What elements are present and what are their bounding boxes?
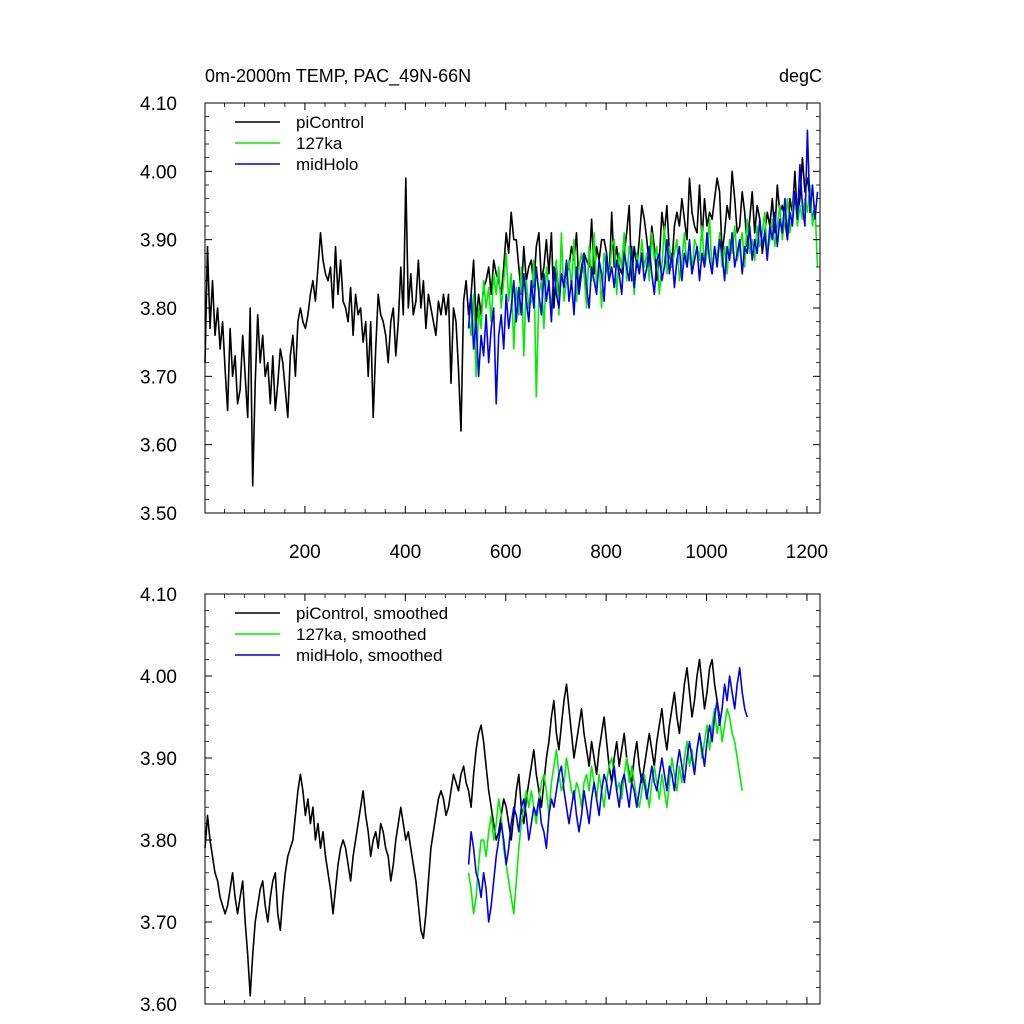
y-tick-label: 4.10 — [140, 94, 177, 115]
y-tick-label: 4.10 — [140, 585, 177, 606]
series-line-picontrol-smoothed — [204, 658, 721, 997]
y-tick-label: 3.50 — [140, 504, 177, 525]
legend-label: piControl, smoothed — [296, 604, 448, 623]
series-line-127ka — [467, 184, 819, 398]
legend-label: 127ka, smoothed — [296, 625, 426, 644]
y-tick-label: 3.80 — [140, 831, 177, 852]
y-tick-label: 4.00 — [140, 162, 177, 183]
top-title-right: degC — [779, 66, 822, 86]
y-tick-label: 3.70 — [140, 367, 177, 388]
y-tick-label: 3.60 — [140, 436, 177, 457]
legend-label: 127ka — [296, 134, 343, 153]
series-line-picontrol — [204, 156, 816, 487]
series-line-midholo-smoothed — [467, 666, 748, 923]
series-line-midholo — [467, 129, 819, 405]
x-tick-label: 400 — [389, 542, 421, 563]
bottom-plot-lines — [204, 658, 748, 997]
x-tick-label: 200 — [289, 542, 321, 563]
legend-label: midHolo, smoothed — [296, 646, 442, 665]
y-tick-label: 3.60 — [140, 995, 177, 1016]
top-title-left: 0m-2000m TEMP, PAC_49N-66N — [205, 66, 471, 87]
y-tick-label: 4.00 — [140, 667, 177, 688]
x-tick-label: 1200 — [786, 542, 828, 563]
y-tick-label: 3.70 — [140, 913, 177, 934]
bottom-plot-frame — [204, 593, 821, 1005]
x-tick-label: 1000 — [685, 542, 727, 563]
x-tick-label: 600 — [490, 542, 522, 563]
legend-label: piControl — [296, 113, 364, 132]
legend-label: midHolo — [296, 155, 358, 174]
top-plot-lines — [204, 129, 819, 487]
y-tick-label: 3.90 — [140, 749, 177, 770]
bottom-panel: 3.60 3.70 3.80 3.90 4.00 4.10 piControl, smoo… — [140, 585, 821, 1016]
y-tick-label: 3.80 — [140, 299, 177, 320]
top-panel: 0m-2000m TEMP, PAC_49N-66N degC 3.50 3.60… — [140, 66, 828, 563]
y-tick-label: 3.90 — [140, 231, 177, 252]
x-tick-label: 800 — [590, 542, 622, 563]
